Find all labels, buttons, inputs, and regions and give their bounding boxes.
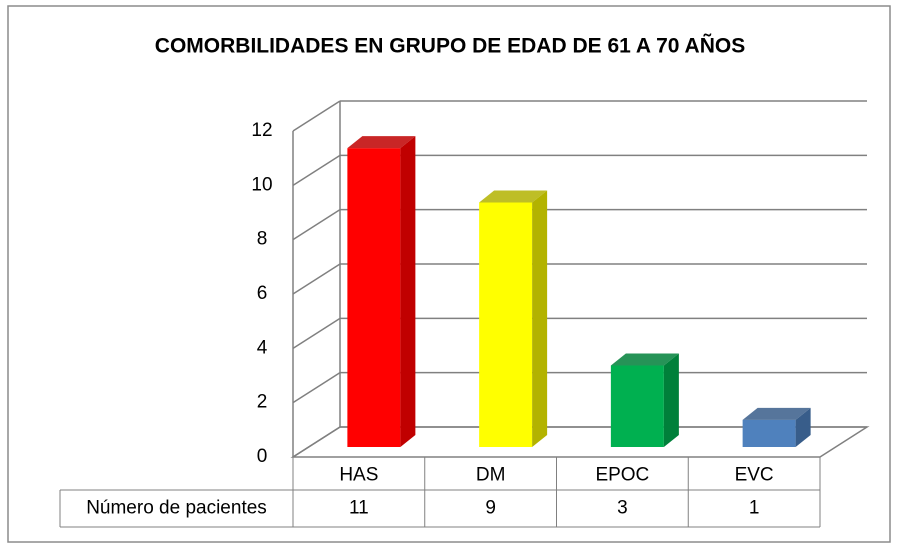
bar-top <box>479 190 548 203</box>
bar-top <box>610 353 679 366</box>
bar-side <box>400 136 416 447</box>
grid-line <box>292 100 341 132</box>
grid-line <box>292 263 341 295</box>
bar-front <box>347 148 401 447</box>
chart-title: COMORBILIDADES EN GRUPO DE EDAD DE 61 A … <box>155 35 745 58</box>
grid-line <box>292 372 341 404</box>
y-tick-label: 4 <box>257 337 268 358</box>
bar-side <box>795 407 811 447</box>
table-value: 9 <box>485 498 496 519</box>
y-tick-label: 0 <box>257 446 268 467</box>
table-value: 3 <box>617 498 628 519</box>
chart-border <box>7 5 891 543</box>
y-tick-label: 8 <box>257 229 268 250</box>
bar-front <box>479 202 533 447</box>
grid-line <box>292 317 341 349</box>
grid-line <box>292 426 341 458</box>
bar-top <box>347 136 416 149</box>
x-tick-label: EVC <box>735 465 774 486</box>
bar-front <box>610 365 664 447</box>
grid-line <box>292 154 341 186</box>
x-tick-label: DM <box>476 465 506 486</box>
legend-label: Número de pacientes <box>86 498 267 519</box>
x-tick-label: EPOC <box>595 465 649 486</box>
table-value: 11 <box>349 498 369 519</box>
y-tick-label: 12 <box>251 120 272 141</box>
y-tick-label: 10 <box>251 174 272 195</box>
bar-side <box>663 353 679 447</box>
y-tick-label: 6 <box>257 283 268 304</box>
y-tick-label: 2 <box>257 392 268 413</box>
bar-top <box>742 407 811 420</box>
bar-side <box>532 190 548 447</box>
grid-line <box>292 209 341 241</box>
table-value: 1 <box>749 498 760 519</box>
x-tick-label: HAS <box>339 465 378 486</box>
bar-front <box>742 419 796 447</box>
